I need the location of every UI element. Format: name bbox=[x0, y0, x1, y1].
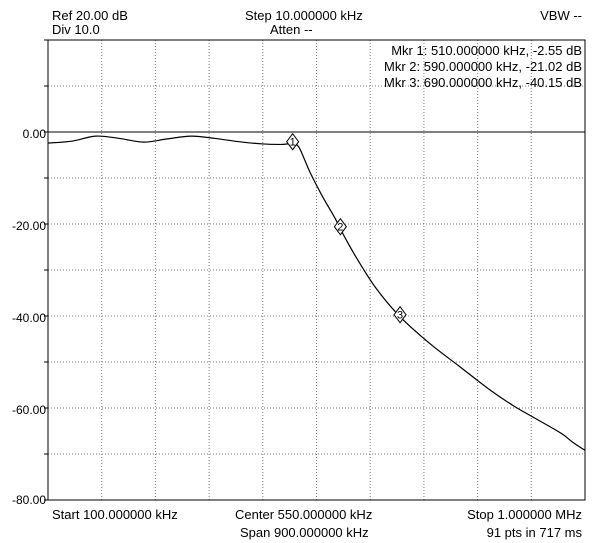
marker-3: 3 bbox=[393, 305, 407, 324]
marker-1: 1 bbox=[286, 132, 300, 151]
span-label: Span 900.000000 kHz bbox=[240, 525, 369, 540]
y-tick-label: -40.00 bbox=[11, 311, 46, 325]
marker-layer: 1 2 3 bbox=[286, 132, 407, 324]
marker-1-readout: Mkr 1: 510.000000 kHz, -2.55 dB bbox=[391, 43, 582, 58]
vbw-label: VBW -- bbox=[540, 8, 582, 23]
marker-3-readout: Mkr 3: 690.000000 kHz, -40.15 dB bbox=[383, 75, 582, 90]
marker-diamond bbox=[393, 305, 407, 324]
div-scale-label: Div 10.0 bbox=[52, 22, 100, 37]
center-frequency-label: Center 550.000000 kHz bbox=[235, 507, 373, 522]
marker-label: 1 bbox=[290, 137, 296, 149]
marker-diamond bbox=[286, 132, 300, 151]
y-tick-label: -20.00 bbox=[11, 219, 46, 233]
y-tick-label: 0.00 bbox=[22, 127, 46, 141]
marker-label: 2 bbox=[337, 222, 343, 234]
y-tick-label: -60.00 bbox=[11, 403, 46, 417]
start-frequency-label: Start 100.000000 kHz bbox=[52, 507, 178, 522]
trace-line bbox=[47, 135, 586, 451]
stop-frequency-label: Stop 1.000000 MHz bbox=[467, 507, 582, 522]
plot-grid bbox=[44, 39, 586, 501]
sweep-points-label: 91 pts in 717 ms bbox=[486, 525, 582, 540]
ref-level-label: Ref 20.00 dB bbox=[52, 8, 128, 23]
step-label: Step 10.000000 kHz bbox=[245, 8, 363, 23]
marker-diamond bbox=[333, 217, 347, 236]
marker-2-readout: Mkr 2: 590.000000 kHz, -21.02 dB bbox=[383, 59, 582, 74]
y-tick-label: -80.00 bbox=[11, 493, 46, 507]
trace-series bbox=[47, 135, 586, 451]
marker-2: 2 bbox=[333, 217, 347, 236]
marker-label: 3 bbox=[397, 310, 403, 322]
atten-label: Atten -- bbox=[270, 22, 313, 37]
